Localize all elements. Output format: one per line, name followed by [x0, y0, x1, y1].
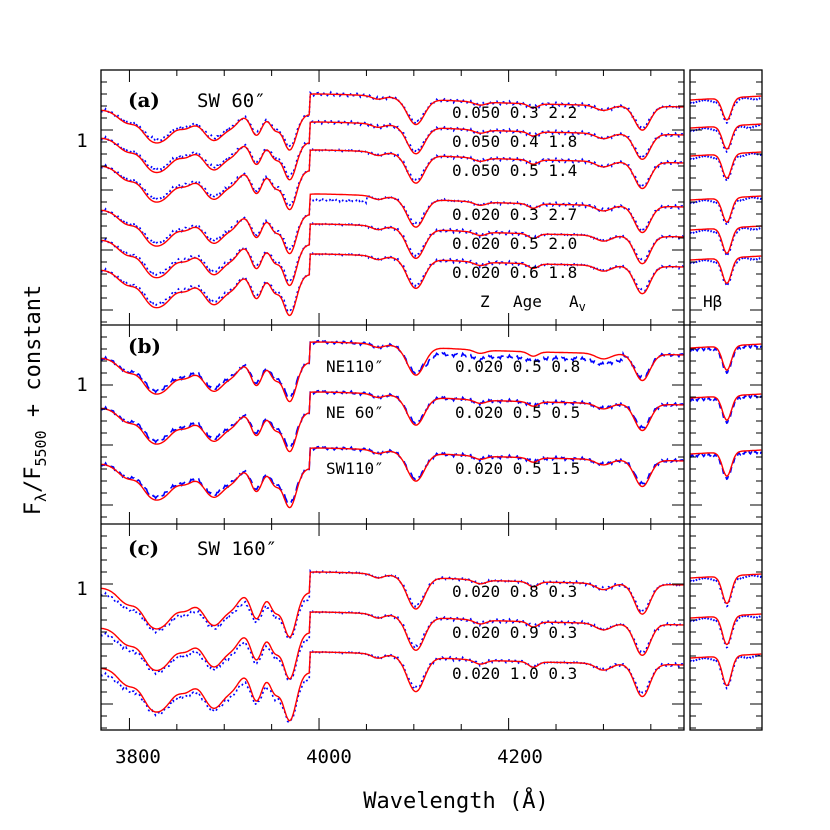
hbeta-observed — [689, 614, 763, 649]
hbeta-model — [690, 195, 762, 223]
header-age: Age — [513, 292, 542, 311]
hbeta-observed — [689, 96, 763, 124]
panel-a-letter: (a) — [128, 88, 160, 112]
x-tick-label-4000: 4000 — [306, 746, 352, 768]
hbeta-model — [690, 393, 762, 421]
hbeta-model — [690, 225, 762, 254]
hbeta-model — [690, 123, 762, 150]
spectrum-label: 0.020 0.9 0.3 — [452, 623, 577, 642]
observed-spectrum — [100, 338, 684, 400]
observed-spectrum — [100, 388, 684, 450]
spectrum-label: 0.020 0.5 1.5 — [455, 459, 580, 478]
hbeta-model — [690, 95, 762, 121]
spectrum-label: 0.020 0.5 0.8 — [455, 357, 580, 376]
spectrum-label: 0.050 0.3 2.2 — [452, 103, 577, 122]
model-spectrum — [100, 391, 684, 453]
model-spectrum — [100, 341, 684, 403]
main-frame — [100, 69, 685, 731]
observed-spectrum — [100, 608, 684, 682]
spectrum-label: 0.050 0.5 1.4 — [452, 161, 577, 180]
panel-a-title: SW 60″ — [197, 90, 266, 112]
spectrum-label: 0.020 0.5 0.5 — [455, 403, 580, 422]
hbeta-observed — [689, 196, 763, 227]
hbeta-observed — [689, 226, 763, 258]
model-spectrum — [100, 651, 684, 722]
hbeta-observed — [689, 124, 763, 154]
hbeta-observed — [689, 394, 763, 425]
panel-a-labels: 0.050 0.3 2.2 0.050 0.4 1.8 0.050 0.5 1.… — [452, 103, 722, 314]
hbeta-observed — [689, 256, 763, 288]
y-tick-label-b: 1 — [76, 374, 87, 396]
spectrum-label: 0.020 0.5 2.0 — [452, 234, 577, 253]
y-axis-label: Fλ/F5500 + constant — [21, 285, 50, 516]
panel-c-title: SW 160″ — [197, 538, 277, 560]
region-label: NE110″ — [326, 357, 384, 376]
spectrum-label: 0.050 0.4 1.8 — [452, 132, 577, 151]
observed-spectrum — [100, 90, 684, 148]
panel-b-labels: NE110″ NE 60″ SW110″ 0.020 0.5 0.8 0.020… — [326, 357, 580, 478]
observed-spectrum — [100, 444, 684, 506]
tick-marks — [101, 70, 762, 730]
model-spectrum — [100, 193, 684, 255]
observed-spectrum — [100, 220, 684, 283]
x-tick-label-3800: 3800 — [115, 746, 161, 768]
observed-spectrum — [100, 194, 684, 252]
spectrum-label: 0.020 1.0 0.3 — [452, 664, 577, 683]
hbeta-label: Hβ — [703, 292, 722, 311]
hbeta-observed — [689, 654, 763, 690]
panel-c-letter: (c) — [128, 536, 159, 560]
hbeta-frame — [689, 69, 763, 731]
observed-spectrum — [100, 648, 684, 724]
hbeta-model — [690, 573, 762, 605]
model-spectrum — [100, 149, 684, 211]
model-spectrum — [100, 447, 684, 509]
frames — [100, 69, 763, 731]
y-tick-label-a: 1 — [76, 130, 87, 152]
region-label: SW110″ — [326, 459, 384, 478]
spectrum-label: 0.020 0.3 2.7 — [452, 205, 577, 224]
hbeta-model — [690, 613, 762, 646]
panel-c-labels: 0.020 0.8 0.3 0.020 0.9 0.3 0.020 1.0 0.… — [452, 582, 577, 683]
region-label: NE 60″ — [326, 403, 384, 422]
model-spectrum — [100, 571, 684, 638]
hbeta-model — [690, 151, 762, 179]
hbeta-observed — [689, 152, 763, 183]
hbeta-model — [690, 343, 762, 371]
model-spectrum — [100, 253, 684, 317]
model-spectrum — [100, 121, 684, 181]
spectrum-label: 0.020 0.6 1.8 — [452, 263, 577, 282]
x-axis-label: Wavelength (Å) — [363, 787, 548, 814]
hbeta-model — [690, 449, 762, 477]
hbeta-model — [690, 255, 762, 284]
spectrum-label: 0.020 0.8 0.3 — [452, 582, 577, 601]
header-z: Z — [480, 292, 490, 311]
hbeta-observed — [689, 450, 763, 481]
x-tick-label-4200: 4200 — [497, 746, 543, 768]
curves-layer — [100, 90, 763, 724]
model-spectrum — [100, 611, 684, 680]
hbeta-model — [690, 653, 762, 687]
hbeta-observed — [689, 344, 763, 375]
observed-spectrum — [100, 568, 684, 641]
header-av: Av — [569, 292, 586, 314]
model-spectrum — [100, 93, 684, 151]
model-spectrum — [100, 223, 684, 287]
hbeta-observed — [689, 574, 763, 608]
panel-b-letter: (b) — [128, 334, 161, 358]
y-tick-label-c: 1 — [76, 578, 87, 600]
